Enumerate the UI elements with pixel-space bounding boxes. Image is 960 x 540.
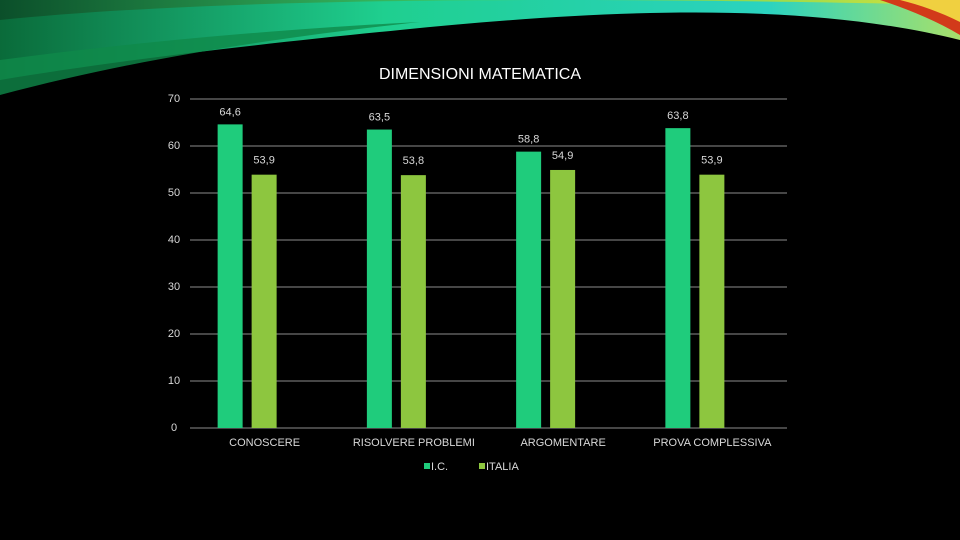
y-tick-label: 60	[168, 140, 180, 152]
legend-label: ITALIA	[486, 461, 519, 473]
data-label: 53,9	[701, 155, 722, 167]
y-tick-label: 50	[168, 187, 180, 199]
bar	[366, 129, 392, 429]
bar	[251, 174, 277, 428]
bar	[400, 175, 426, 428]
data-label: 63,8	[667, 110, 688, 122]
y-tick-label: 10	[168, 375, 180, 387]
legend-label: I.C.	[431, 461, 448, 473]
bar	[699, 174, 725, 428]
y-tick-label: 70	[168, 93, 180, 105]
data-label: 58,8	[518, 134, 539, 146]
decoration	[0, 0, 960, 95]
bar	[217, 124, 243, 428]
data-label: 53,8	[403, 155, 424, 167]
bar	[665, 128, 691, 428]
chart-title: DIMENSIONI MATEMATICA	[379, 66, 581, 83]
y-tick-label: 30	[168, 281, 180, 293]
x-tick-label: ARGOMENTARE	[520, 437, 605, 449]
data-label: 53,9	[253, 155, 274, 167]
x-tick-label: CONOSCERE	[229, 437, 300, 449]
legend-swatch	[479, 463, 485, 469]
data-label: 64,6	[219, 106, 240, 118]
bar	[516, 151, 542, 428]
data-label: 63,5	[369, 111, 390, 123]
bar	[550, 169, 576, 428]
y-tick-label: 0	[171, 422, 177, 434]
y-tick-label: 40	[168, 234, 180, 246]
x-tick-label: PROVA COMPLESSIVA	[653, 437, 772, 449]
x-tick-label: RISOLVERE PROBLEMI	[353, 437, 475, 449]
data-label: 54,9	[552, 150, 573, 162]
legend-swatch	[424, 463, 430, 469]
y-tick-label: 20	[168, 328, 180, 340]
